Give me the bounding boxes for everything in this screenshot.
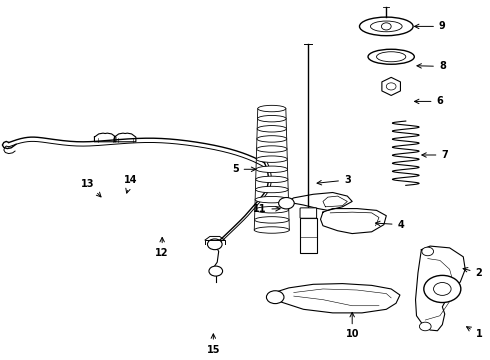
- Ellipse shape: [376, 52, 406, 62]
- FancyBboxPatch shape: [300, 208, 317, 218]
- Ellipse shape: [368, 49, 415, 64]
- Text: 4: 4: [375, 220, 404, 230]
- Text: 2: 2: [463, 267, 482, 278]
- Text: 12: 12: [155, 238, 169, 258]
- Ellipse shape: [360, 17, 413, 36]
- Text: 10: 10: [345, 312, 359, 339]
- Polygon shape: [320, 208, 386, 234]
- Ellipse shape: [255, 186, 288, 193]
- Ellipse shape: [256, 156, 287, 162]
- Text: 7: 7: [422, 150, 448, 160]
- Text: 9: 9: [415, 21, 446, 31]
- Ellipse shape: [254, 227, 289, 233]
- Bar: [299, 217, 317, 253]
- Ellipse shape: [257, 146, 287, 152]
- Circle shape: [267, 291, 284, 303]
- Ellipse shape: [255, 207, 289, 213]
- Ellipse shape: [256, 176, 288, 183]
- Ellipse shape: [370, 21, 402, 32]
- Circle shape: [422, 247, 434, 256]
- Circle shape: [434, 283, 451, 296]
- Ellipse shape: [257, 126, 287, 132]
- Text: 8: 8: [417, 62, 446, 71]
- Text: 13: 13: [81, 179, 101, 197]
- Ellipse shape: [257, 136, 287, 142]
- Ellipse shape: [258, 105, 286, 112]
- Circle shape: [386, 83, 396, 90]
- Polygon shape: [284, 193, 352, 210]
- Text: 1: 1: [466, 327, 482, 339]
- Text: 11: 11: [253, 204, 280, 214]
- Ellipse shape: [255, 197, 289, 203]
- Text: 15: 15: [207, 334, 220, 355]
- Circle shape: [424, 275, 461, 302]
- Circle shape: [279, 198, 294, 209]
- Polygon shape: [273, 284, 400, 313]
- Circle shape: [209, 266, 222, 276]
- Polygon shape: [416, 246, 465, 331]
- Ellipse shape: [257, 116, 286, 122]
- Text: 6: 6: [415, 96, 443, 107]
- Circle shape: [207, 239, 222, 249]
- Text: 14: 14: [124, 175, 137, 193]
- Polygon shape: [382, 77, 400, 95]
- Text: 3: 3: [317, 175, 351, 185]
- Text: 5: 5: [232, 164, 256, 174]
- Circle shape: [381, 23, 391, 30]
- Ellipse shape: [256, 166, 288, 172]
- Circle shape: [419, 322, 431, 331]
- Ellipse shape: [254, 217, 289, 223]
